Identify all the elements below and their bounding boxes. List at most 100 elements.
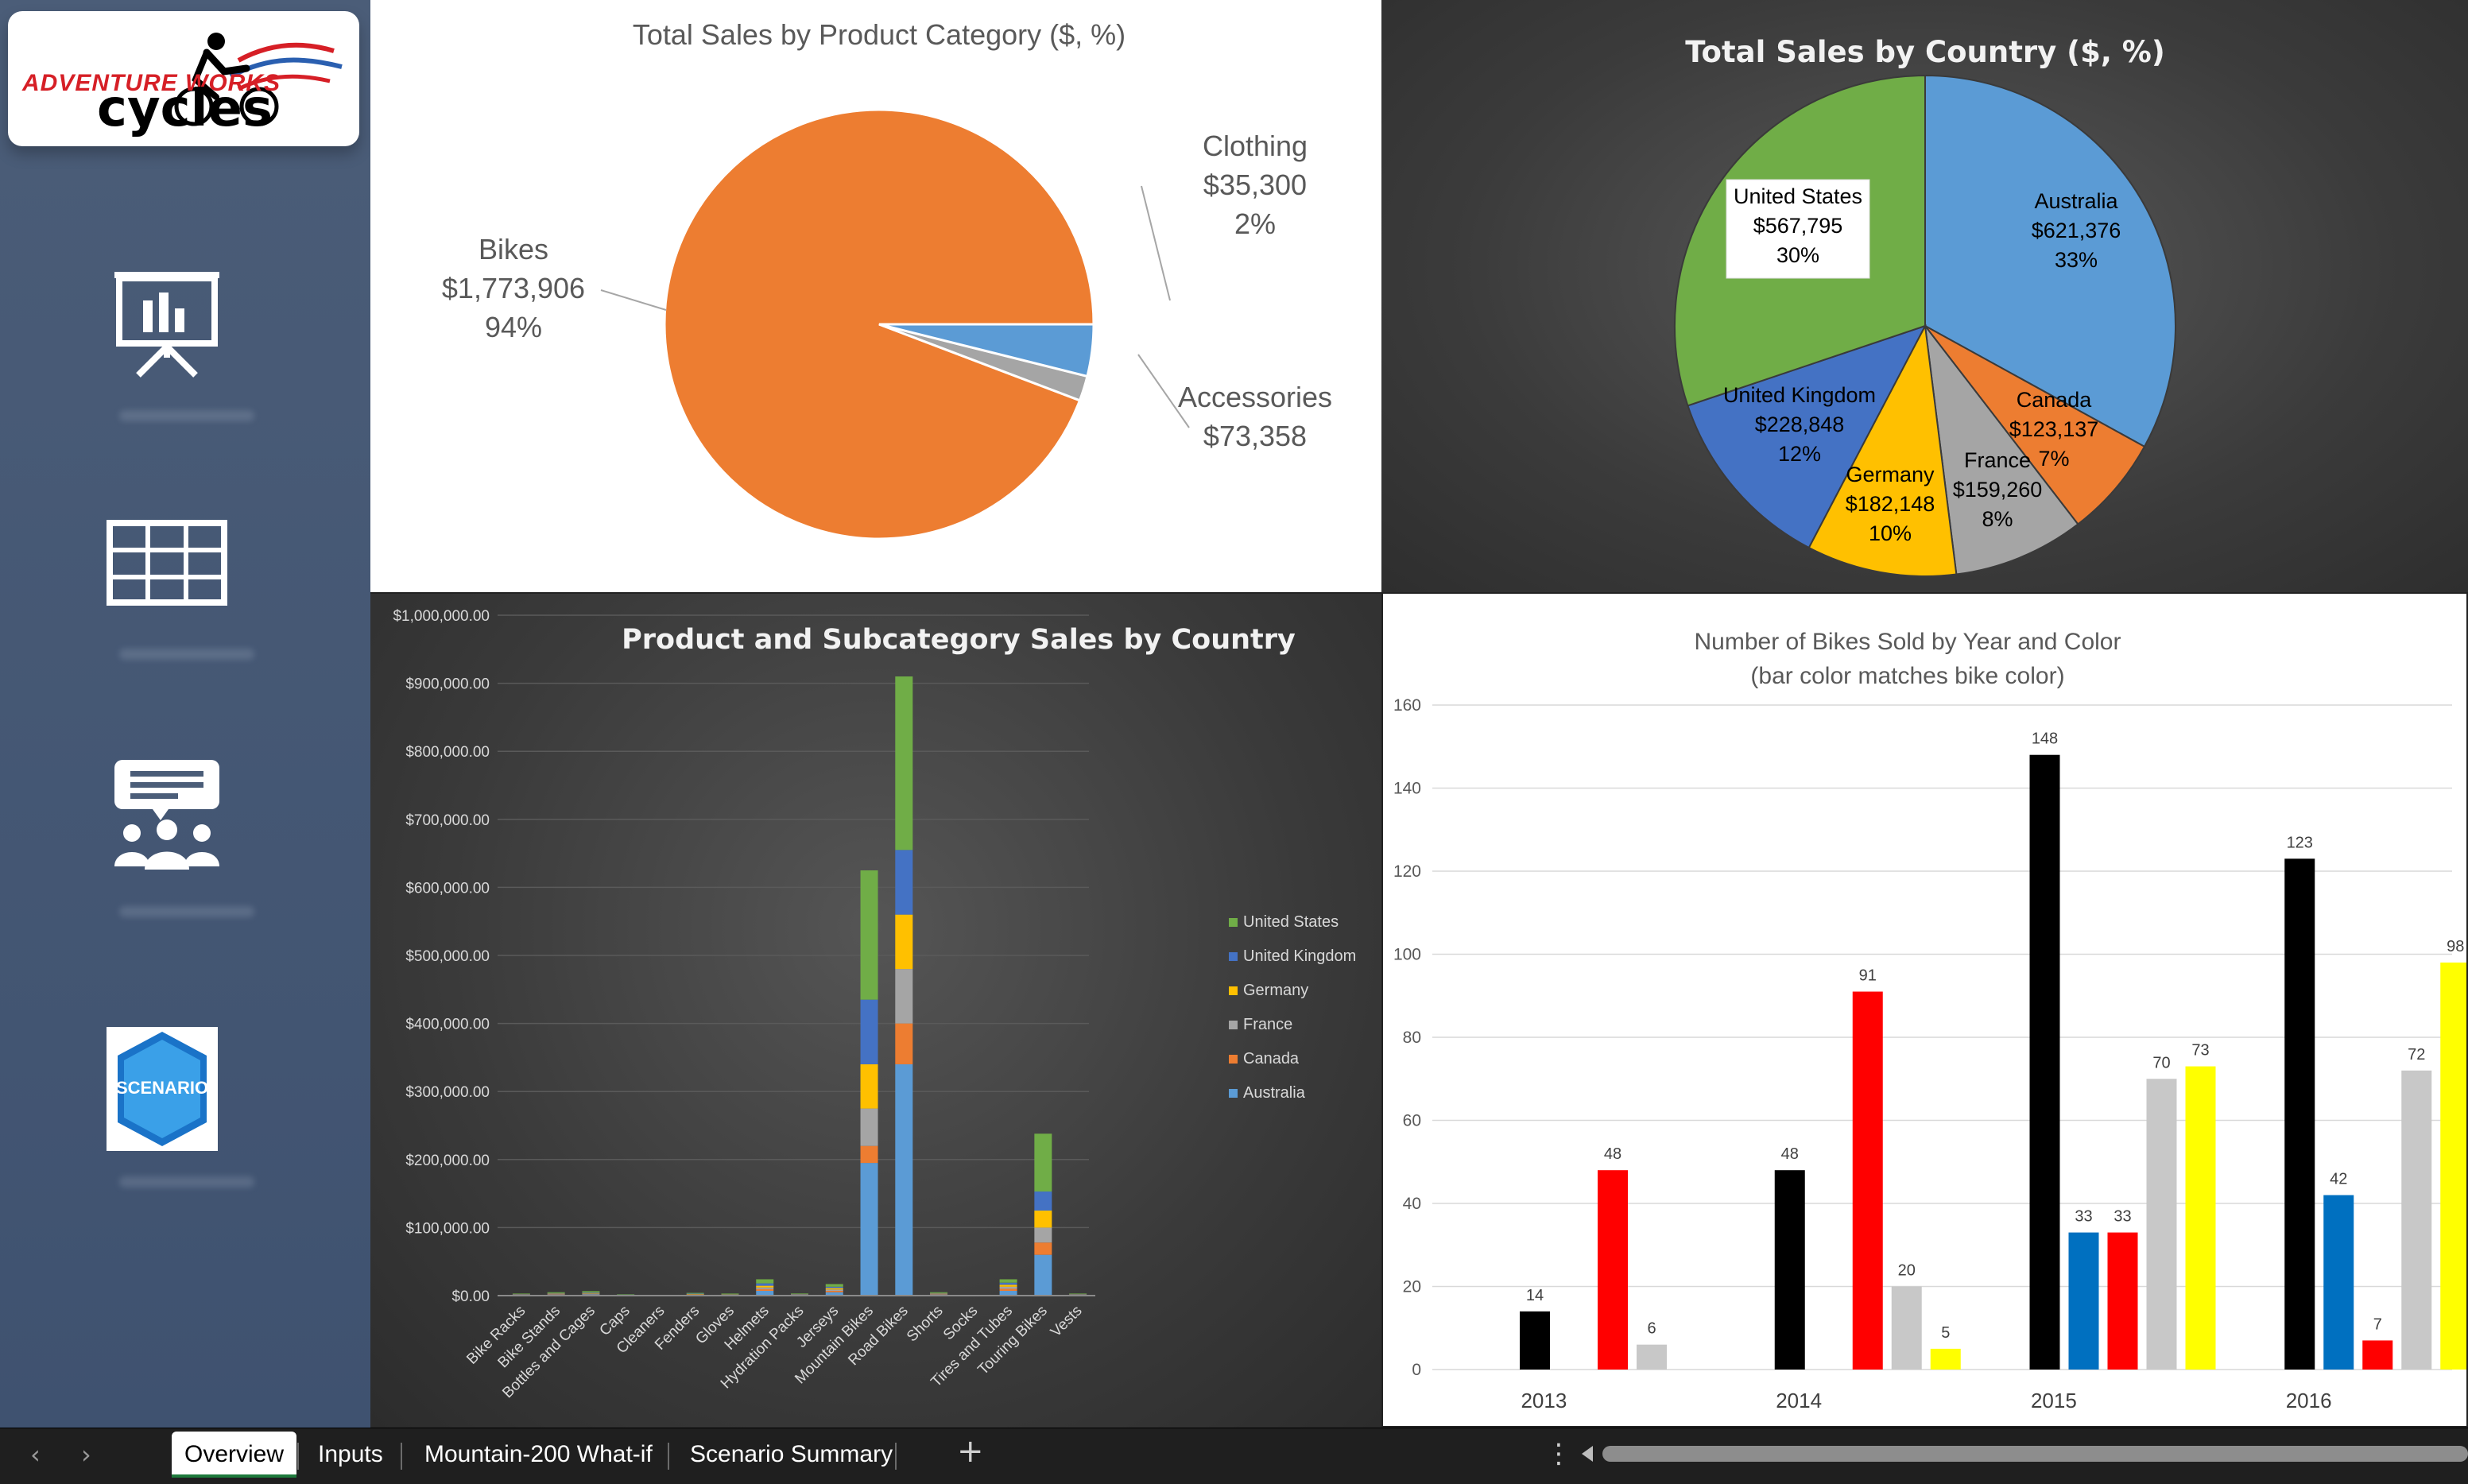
- subcategory-stacked-bar-chart: $0.00 $100,000.00 $200,000.00 $300,000.00 $4…: [393, 608, 1356, 1401]
- bar: [1930, 1348, 1961, 1370]
- x-tick-label: 2016: [2286, 1389, 2332, 1412]
- legend-swatch: [1229, 1089, 1238, 1098]
- pie-data-label: 7%: [2038, 447, 2069, 471]
- legend-label: United Kingdom: [1243, 947, 1356, 965]
- chart-title: Number of Bikes Sold by Year and Color: [1695, 629, 2121, 655]
- tab-inputs[interactable]: Inputs: [318, 1441, 383, 1467]
- logo-line-2: cycles: [97, 79, 273, 138]
- pie-data-label: Accessories: [1178, 381, 1332, 413]
- leader-line: [1137, 354, 1190, 428]
- bar-segment-australia: [756, 1291, 774, 1296]
- bar: [2185, 1066, 2216, 1370]
- pie-data-label: 33%: [2055, 248, 2098, 272]
- pie-data-label: Australia: [2034, 189, 2118, 213]
- y-tick-label: $600,000.00: [405, 880, 490, 897]
- pie-data-label: 12%: [1778, 442, 1821, 466]
- legend-swatch: [1229, 986, 1238, 995]
- bar-data-label: 48: [1604, 1145, 1621, 1163]
- pie-data-label: 94%: [485, 311, 542, 343]
- bar: [2401, 1070, 2432, 1370]
- bar: [2362, 1340, 2393, 1370]
- add-sheet-button[interactable]: +: [957, 1433, 984, 1470]
- pie-slice-france: [1924, 323, 2079, 575]
- bar-segment-france: [860, 1108, 878, 1146]
- pie-data-label: $228,848: [1755, 413, 1845, 436]
- pie-data-label: $567,795: [1753, 214, 1843, 238]
- y-tick-label: $900,000.00: [405, 676, 490, 693]
- presentation-icon[interactable]: [103, 264, 231, 383]
- bar-segment-canada: [860, 1145, 878, 1164]
- bar-segment-united-states: [582, 1291, 600, 1292]
- bar-segment-united-kingdom: [860, 999, 878, 1064]
- tab-scenario-summary[interactable]: Scenario Summary: [690, 1441, 893, 1467]
- company-logo[interactable]: ADVENTURE WORKS cycles: [8, 11, 359, 146]
- pie-data-label: 30%: [1776, 243, 1819, 267]
- bar-segment-australia: [825, 1292, 843, 1296]
- bar-segment-united-states: [1034, 1133, 1052, 1192]
- chart-title: Total Sales by Country ($, %): [1685, 35, 2165, 69]
- y-tick-label: 80: [1403, 1029, 1421, 1047]
- chart-title: Product and Subcategory Sales by Country: [622, 624, 1296, 656]
- bar-segment-united-states: [999, 1279, 1017, 1283]
- pie-slice-accessories: [878, 323, 1095, 378]
- pie-data-label: United Kingdom: [1723, 383, 1876, 407]
- x-tick-label: Shorts: [904, 1303, 947, 1346]
- bar-segment-united-states: [547, 1292, 565, 1293]
- scroll-left-arrow-icon[interactable]: [1582, 1446, 1593, 1462]
- x-tick-label: Vests: [1048, 1303, 1086, 1341]
- sidebar-label-blur: [119, 649, 254, 660]
- bar-segment-canada: [1034, 1242, 1052, 1255]
- prev-sheet-arrow-icon[interactable]: ‹: [30, 1439, 41, 1470]
- pie-data-label: Germany: [1846, 463, 1935, 486]
- legend-swatch: [1229, 1021, 1238, 1029]
- y-tick-label: 20: [1403, 1278, 1421, 1296]
- more-options-icon[interactable]: ⋮: [1545, 1438, 1572, 1470]
- bar-data-label: 33: [2075, 1208, 2092, 1226]
- legend-swatch: [1229, 952, 1238, 961]
- bar: [1637, 1344, 1667, 1370]
- y-tick-label: $0.00: [451, 1288, 490, 1305]
- bar-data-label: 20: [1898, 1262, 1916, 1280]
- category-pie-panel: Total Sales by Product Category ($, %) Bi…: [370, 0, 1381, 592]
- horizontal-scrollbar[interactable]: [1602, 1446, 2468, 1462]
- bar: [2284, 858, 2315, 1370]
- pie-slice-united-kingdom: [1687, 324, 1928, 549]
- x-tick-label: 2014: [1776, 1389, 1822, 1412]
- legend-swatch: [1229, 1055, 1238, 1064]
- bar-segment-germany: [860, 1064, 878, 1109]
- bar: [1774, 1170, 1805, 1370]
- bar-segment-canada: [756, 1288, 774, 1292]
- bar-segment-france: [756, 1287, 774, 1289]
- sheet-tab-bar: ‹ › Overview Inputs Mountain-200 What-if…: [0, 1428, 2468, 1484]
- tab-separator: [668, 1443, 669, 1470]
- meeting-icon[interactable]: [103, 755, 231, 874]
- next-sheet-arrow-icon[interactable]: ›: [81, 1439, 91, 1470]
- tab-overview[interactable]: Overview: [172, 1432, 297, 1478]
- pie-slice-canada: [1924, 325, 2146, 525]
- leader-line: [600, 289, 667, 311]
- pie-data-label: Bikes: [478, 233, 548, 265]
- table-grid-icon[interactable]: [103, 506, 231, 625]
- tab-mountain-200-what-if[interactable]: Mountain-200 What-if: [424, 1441, 653, 1467]
- bar-segment-germany: [825, 1288, 843, 1290]
- y-tick-label: $300,000.00: [405, 1084, 490, 1101]
- bar-segment-united-states: [1069, 1293, 1087, 1295]
- y-tick-label: 100: [1393, 946, 1421, 964]
- bar: [2107, 1232, 2138, 1370]
- y-tick-label: $700,000.00: [405, 812, 490, 829]
- scenario-label: SCENARIO: [116, 1078, 208, 1098]
- y-tick-label: 40: [1403, 1195, 1421, 1213]
- scenario-icon[interactable]: SCENARIO: [107, 1027, 218, 1151]
- bar-segment-united-kingdom: [895, 850, 913, 915]
- bar-segment-germany: [582, 1292, 600, 1294]
- y-tick-label: 140: [1393, 780, 1421, 798]
- bar-segment-united-states: [756, 1279, 774, 1284]
- tab-separator: [895, 1443, 897, 1470]
- pie-data-label: $123,137: [2009, 417, 2099, 441]
- bar-segment-canada: [895, 1023, 913, 1064]
- bar-segment-canada: [582, 1293, 600, 1295]
- bar-segment-germany: [895, 914, 913, 970]
- bikes-by-color-bar-chart: Number of Bikes Sold by Year and Color (b…: [1393, 629, 2466, 1412]
- bar-segment-australia: [895, 1064, 913, 1296]
